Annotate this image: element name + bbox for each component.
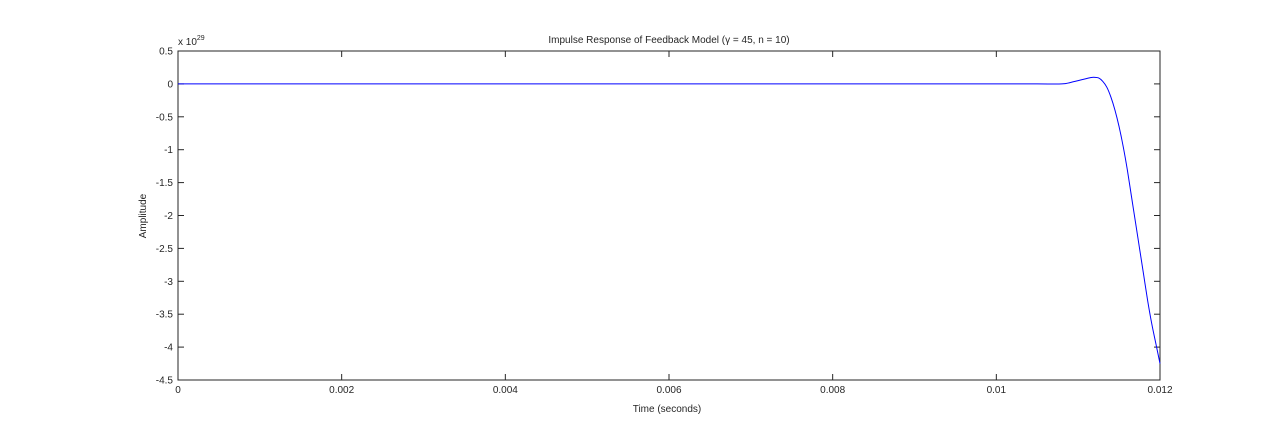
y-tick-label: -2 bbox=[164, 211, 173, 222]
y-tick-label: 0 bbox=[167, 79, 173, 90]
y-tick-label: -4 bbox=[164, 343, 173, 354]
y-tick-label: -1 bbox=[164, 145, 173, 156]
series-line bbox=[177, 76, 1161, 364]
y-exponent-label: x 1029 bbox=[178, 35, 205, 48]
y-tick-label: -3.5 bbox=[156, 310, 174, 321]
y-tick-label: -0.5 bbox=[156, 112, 174, 123]
y-tick-label: -1.5 bbox=[156, 178, 174, 189]
y-exponent-power: 29 bbox=[197, 35, 205, 42]
y-tick-label: 0.5 bbox=[159, 47, 173, 58]
x-tick-label: 0 bbox=[175, 385, 181, 396]
series-group bbox=[177, 76, 1161, 364]
y-axis-title: Amplitude bbox=[138, 193, 149, 238]
y-tick-label: -2.5 bbox=[156, 244, 174, 255]
y-exponent-base: x 10 bbox=[178, 37, 197, 48]
y-tick-label: -4.5 bbox=[156, 376, 174, 387]
x-tick-label: 0.01 bbox=[987, 385, 1007, 396]
plot-area bbox=[177, 50, 1161, 381]
y-tick-label: -3 bbox=[164, 277, 173, 288]
x-tick-label: 0.012 bbox=[1147, 385, 1172, 396]
x-tick-label: 0.002 bbox=[329, 385, 354, 396]
x-tick-label: 0.004 bbox=[493, 385, 518, 396]
chart-title: Impulse Response of Feedback Model (γ = … bbox=[548, 35, 789, 46]
tick-group: 0 0.002 0.004 0.006 0.008 0.01 0.012 0.5 0 -0.5 -1… bbox=[156, 47, 1173, 397]
x-tick-label: 0.006 bbox=[656, 385, 681, 396]
x-axis-title: Time (seconds) bbox=[633, 404, 702, 415]
x-tick-label: 0.008 bbox=[820, 385, 845, 396]
